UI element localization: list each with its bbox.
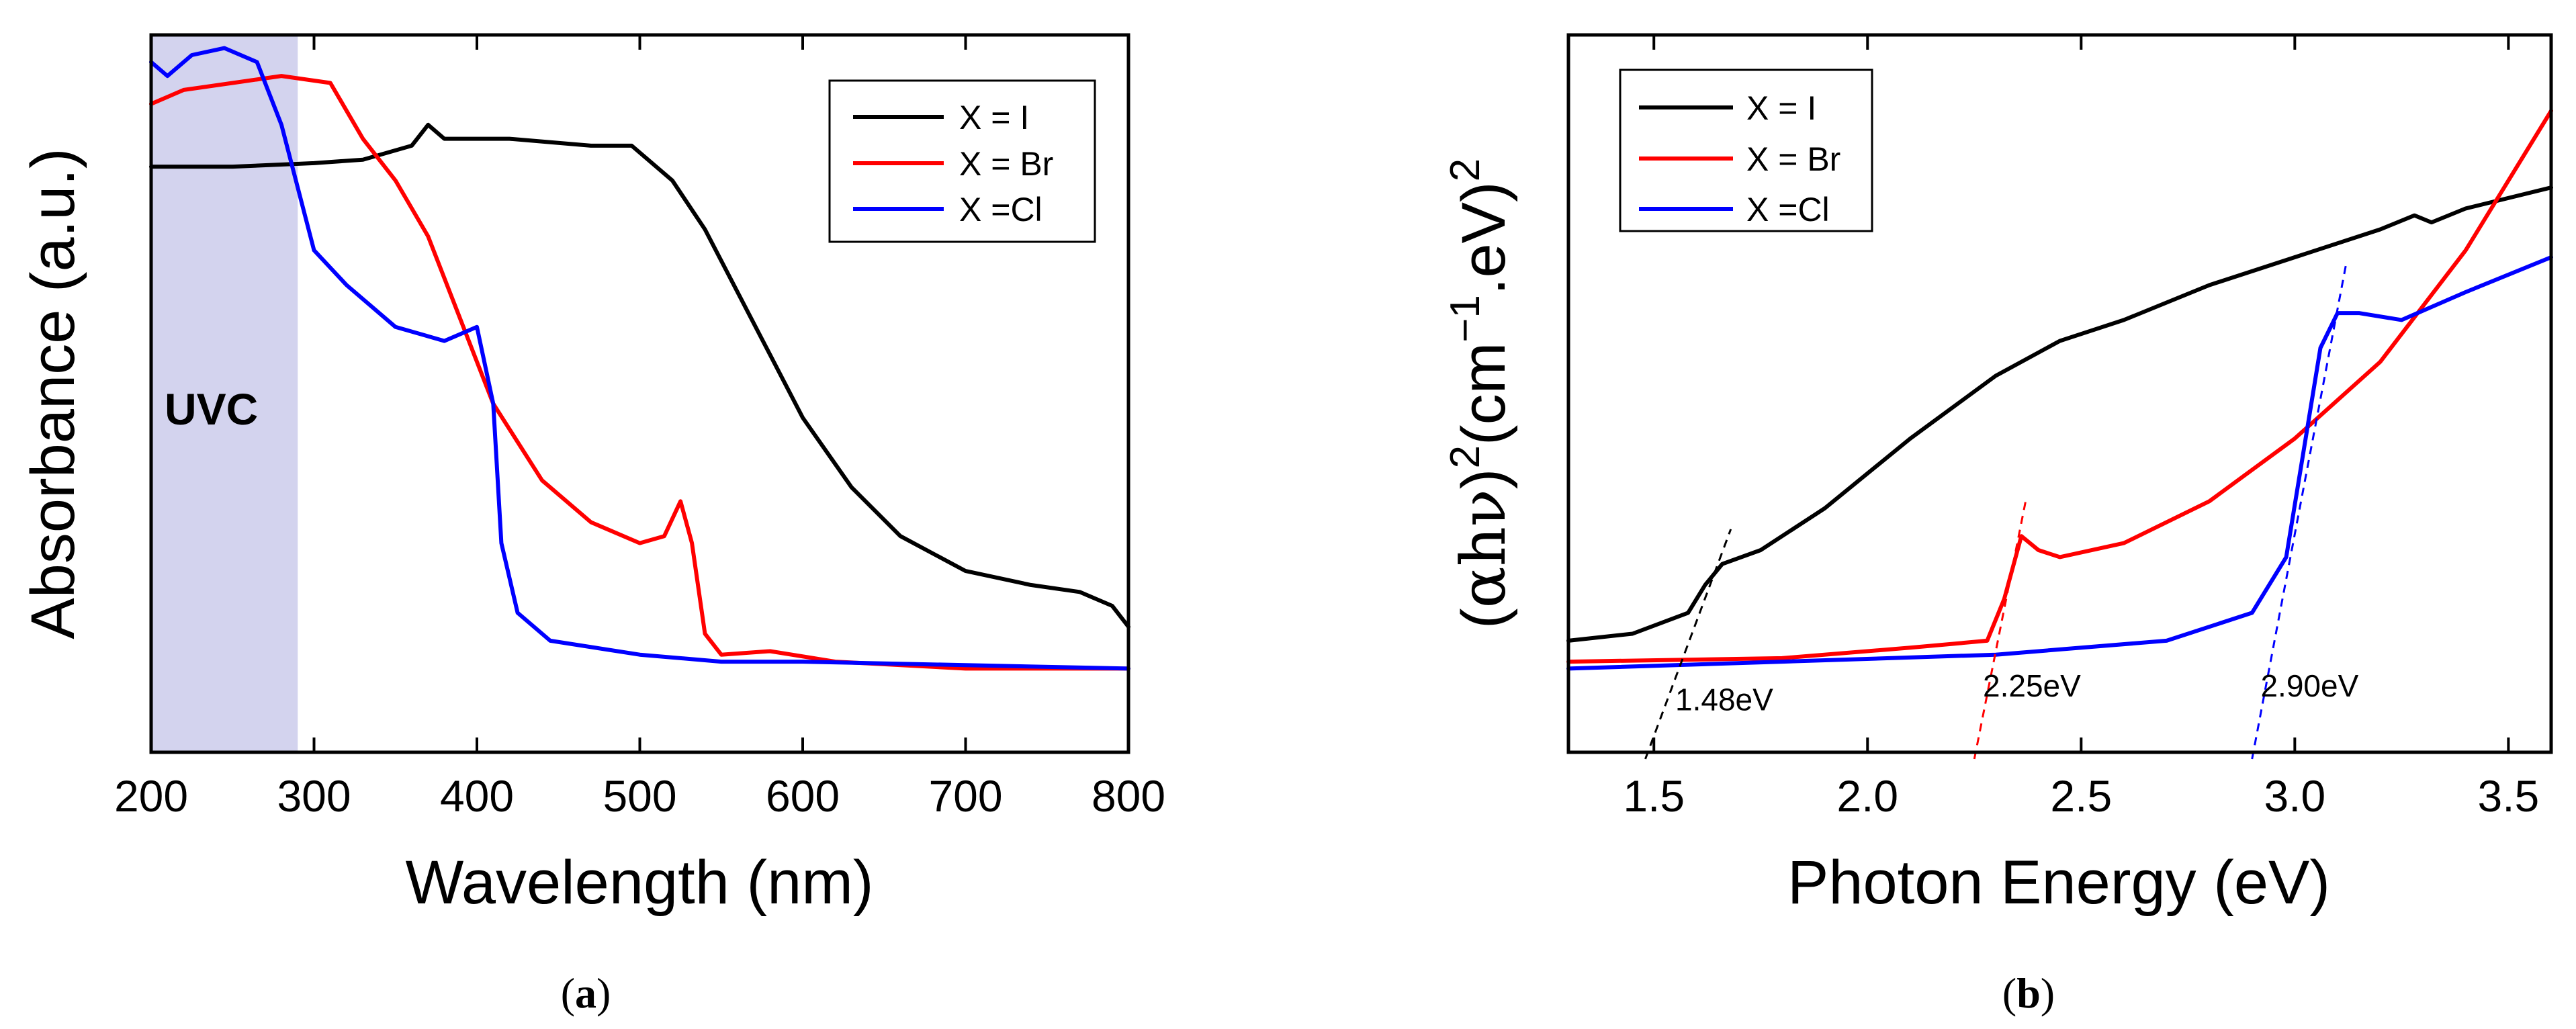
panel-b-x-tick-label: 1.5 [1623, 771, 1685, 821]
panel-b-x-axis-label: Photon Energy (eV) [1787, 848, 2330, 917]
panel-b-legend: X = I X = Br X =Cl [1619, 69, 1873, 232]
panel-a-x-tick-label: 400 [440, 771, 514, 821]
bandgap-label-x-cl: 2.90eV [2260, 668, 2358, 703]
panel-b: 1.48eV 2.25eV 2.90eV 1.5 2.0 2.5 3.0 3.5 Photo… [1442, 33, 2553, 1017]
panel-b-x-tick-label: 3.0 [2264, 771, 2325, 821]
legend-label-i: X = I [959, 99, 1029, 136]
panel-b-x-tick-label: 2.0 [1836, 771, 1898, 821]
panel-b-y-axis-label: (αhν)2(cm−1.eV)2 [1442, 159, 1519, 629]
panel-b-series-x-br [1566, 109, 2553, 664]
panel-b-series [1566, 109, 2553, 671]
legend-label-br: X = Br [959, 145, 1053, 183]
panel-a-x-tick-label: 700 [928, 771, 1002, 821]
panel-a: 200 300 400 500 600 700 800 UVC Wavelength (nm… [19, 33, 1165, 1017]
legend-label-i: X = I [1746, 89, 1816, 127]
fit-line-x-i [1644, 529, 1732, 760]
bandgap-label-x-br: 2.25eV [1983, 668, 2081, 703]
panel-b-x-tick-label: 3.5 [2478, 771, 2540, 821]
panel-a-caption: (a) [561, 969, 611, 1017]
panel-a-series [149, 46, 1130, 671]
panel-b-fit-lines: 1.48eV 2.25eV 2.90eV [1644, 264, 2359, 760]
panel-a-legend-box [828, 79, 1096, 243]
panel-a-y-axis-label: Absorbance (a.u.) [19, 148, 87, 639]
panel-a-caption-letter: a [575, 969, 596, 1017]
panel-b-series-x-cl [1566, 255, 2553, 671]
panel-a-legend: X = I X = Br X =Cl [828, 79, 1096, 243]
uvc-shaded-band [151, 35, 298, 752]
panel-b-legend-box [1619, 69, 1873, 232]
bandgap-label-x-i: 1.48eV [1675, 682, 1773, 717]
panel-a-series-x-cl [149, 46, 1130, 671]
panel-a-series-x-i [149, 122, 1130, 629]
panel-b-caption: (b) [2002, 969, 2055, 1017]
panel-a-x-tick-label: 800 [1092, 771, 1165, 821]
panel-a-series-x-br [149, 74, 1130, 671]
panel-a-x-tick-label: 200 [114, 771, 188, 821]
panel-a-x-tick-label: 500 [603, 771, 676, 821]
fit-line-x-br [1973, 501, 2027, 760]
panel-a-x-ticks: 200 300 400 500 600 700 800 [114, 35, 1165, 821]
panel-b-series-x-i [1566, 185, 2553, 643]
panel-a-x-tick-label: 300 [277, 771, 351, 821]
panel-b-x-tick-label: 2.5 [2050, 771, 2112, 821]
legend-label-cl: X =Cl [1746, 191, 1830, 228]
panel-b-x-ticks: 1.5 2.0 2.5 3.0 3.5 [1623, 35, 2539, 821]
legend-label-cl: X =Cl [959, 191, 1042, 228]
panel-b-plot-frame [1566, 33, 2553, 754]
uvc-label: UVC [165, 384, 258, 434]
panel-a-x-axis-label: Wavelength (nm) [405, 848, 873, 917]
panel-b-caption-letter: b [2016, 969, 2041, 1017]
panel-a-x-tick-label: 600 [766, 771, 840, 821]
legend-label-br: X = Br [1746, 140, 1840, 178]
